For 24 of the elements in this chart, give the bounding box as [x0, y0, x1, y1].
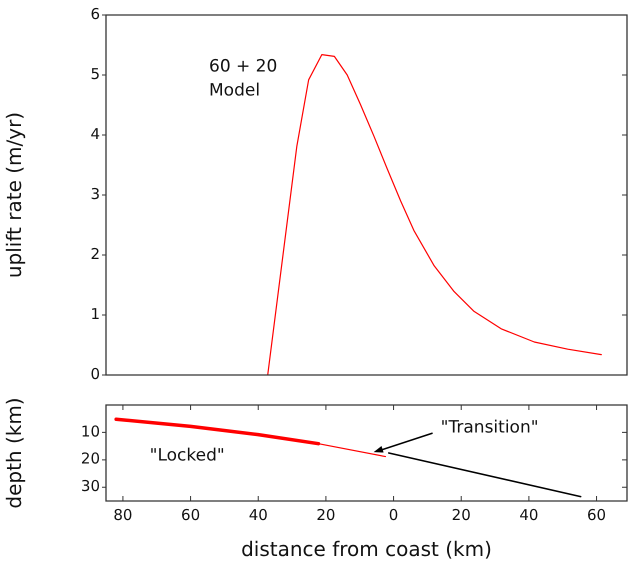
y-tick-label: 20 — [80, 450, 100, 468]
y-tick-label: 4 — [90, 124, 100, 143]
y-tick-label: 5 — [90, 64, 100, 83]
y-tick-label: 10 — [80, 422, 100, 440]
x-axis-title: distance from coast (km) — [241, 537, 492, 562]
y-axis-title: depth (km) — [2, 397, 26, 509]
y-tick-label: 6 — [90, 4, 100, 23]
y-tick-label: 1 — [90, 304, 100, 323]
annotation: "Transition" — [440, 418, 539, 438]
annotation: "Locked" — [150, 445, 225, 466]
x-tick-label: 0 — [388, 506, 398, 524]
y-tick-label: 2 — [90, 244, 100, 263]
y-axis-title: uplift rate (m/yr) — [2, 112, 26, 278]
x-tick-label: 40 — [248, 506, 268, 524]
x-tick-label: 20 — [452, 506, 471, 524]
x-tick-label: 80 — [113, 506, 132, 524]
annotation: 60 + 20 Model — [209, 56, 278, 100]
y-tick-label: 30 — [80, 477, 100, 496]
x-tick-label: 20 — [316, 506, 336, 524]
x-tick-label: 40 — [519, 506, 538, 524]
x-tick-label: 60 — [181, 506, 200, 524]
y-tick-label: 3 — [90, 184, 100, 203]
x-tick-label: 60 — [587, 506, 606, 524]
y-tick-label: 0 — [90, 364, 100, 383]
